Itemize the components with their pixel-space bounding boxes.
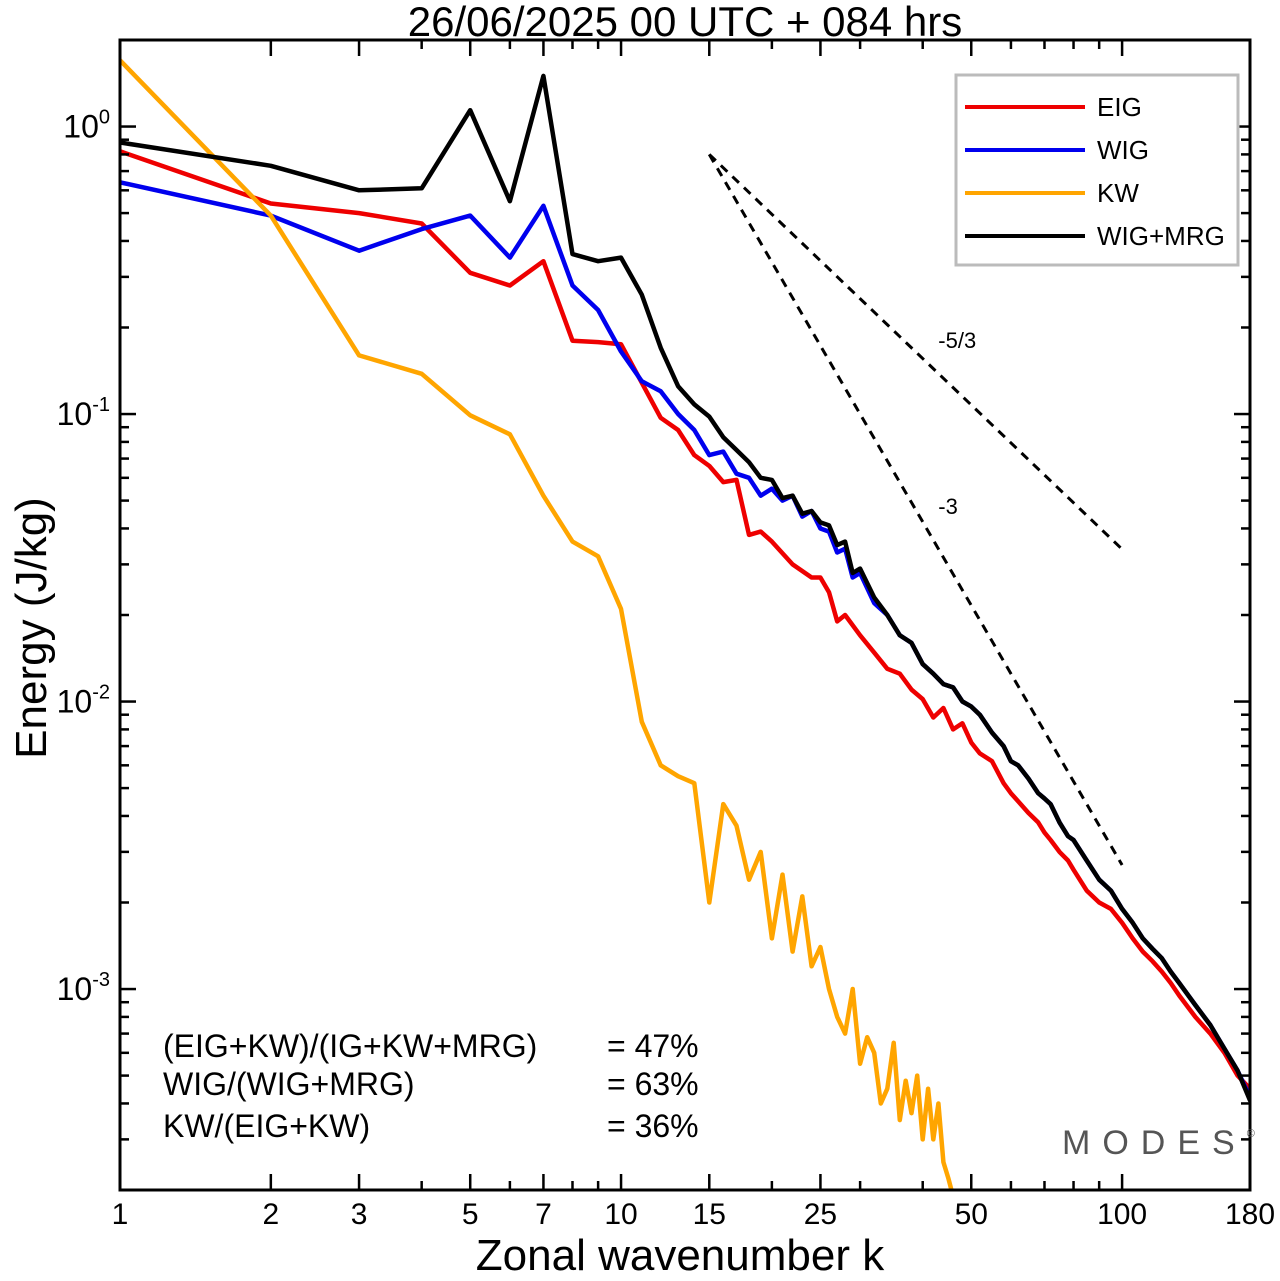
ratio-kw: KW/(EIG+KW) = 36% (163, 1108, 699, 1145)
reference-slope-layer: -5/3 -3 (707, 153, 1124, 866)
y-tick-label: 10-2 (57, 682, 110, 720)
y-tick-label: 10-3 (57, 969, 110, 1007)
series-line-wig (120, 180, 1250, 1100)
plot-series-layer (120, 58, 1250, 1190)
y-axis-label: Energy (J/kg) (7, 497, 56, 759)
x-tick-label: 1 (112, 1198, 129, 1231)
y-tick-label: 100 (63, 107, 110, 145)
ratio-value: = 63% (607, 1066, 699, 1102)
legend-label-eig: EIG (1097, 92, 1142, 122)
ratio-value: = 47% (607, 1028, 699, 1064)
series-line-eig (120, 149, 1250, 1091)
x-tick-label: 100 (1097, 1198, 1147, 1231)
legend-label-wig-mrg: WIG+MRG (1097, 221, 1225, 251)
axis-ticks (118, 38, 1252, 1192)
modes-logo: MODES© (1062, 1124, 1255, 1163)
x-axis-label: Zonal wavenumber k (476, 1231, 885, 1280)
ratio-label: WIG/(WIG+MRG) (163, 1066, 415, 1102)
x-tick-label: 25 (804, 1198, 837, 1231)
x-tick-label: 2 (262, 1198, 279, 1231)
x-tick-label: 50 (955, 1198, 988, 1231)
x-tick-labels: 1 2 3 5 7 10 15 25 50 100 180 (112, 1198, 1275, 1231)
x-tick-label: 180 (1225, 1198, 1275, 1231)
copyright-mark: © (1246, 1128, 1255, 1140)
chart-title: 26/06/2025 00 UTC + 084 hrs (408, 0, 963, 45)
x-tick-label: 3 (351, 1198, 368, 1231)
y-tick-labels: 100 10-1 10-2 10-3 (57, 107, 110, 1008)
ratio-value: = 36% (607, 1108, 699, 1144)
legend-label-wig: WIG (1097, 135, 1149, 165)
slope-label-5-3: -5/3 (938, 328, 976, 353)
series-line-kw (120, 58, 954, 1190)
legend-label-kw: KW (1097, 178, 1139, 208)
x-tick-label: 5 (462, 1198, 479, 1231)
modes-logo-text: MODES (1062, 1124, 1247, 1162)
ratio-label: (EIG+KW)/(IG+KW+MRG) (163, 1028, 538, 1064)
y-tick-label: 10-1 (57, 394, 110, 432)
ratio-label: KW/(EIG+KW) (163, 1108, 371, 1144)
ratio-eig-kw: (EIG+KW)/(IG+KW+MRG) = 47% (163, 1028, 699, 1065)
x-tick-label: 7 (535, 1198, 552, 1231)
series-line-wig-mrg (120, 73, 1250, 1103)
slope-line-3 (707, 153, 1124, 866)
ratio-wig: WIG/(WIG+MRG) = 63% (163, 1066, 699, 1103)
slope-label-3: -3 (938, 494, 958, 519)
legend: EIG WIG KW WIG+MRG (954, 73, 1240, 267)
x-tick-label: 10 (604, 1198, 637, 1231)
x-tick-label: 15 (693, 1198, 726, 1231)
